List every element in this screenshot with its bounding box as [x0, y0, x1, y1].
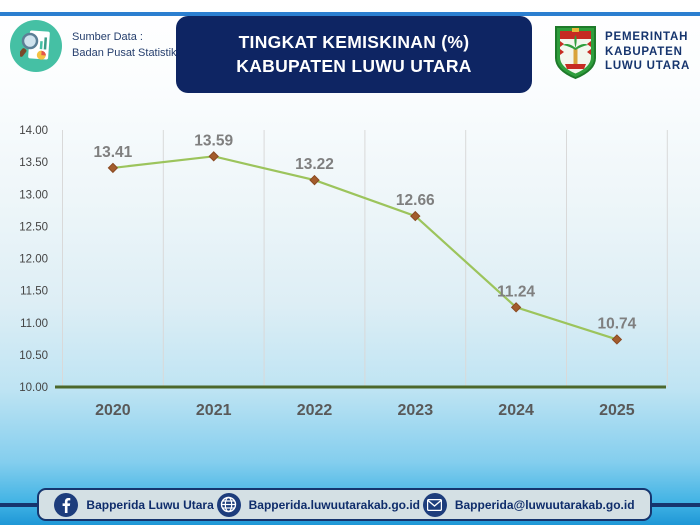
header-divider-line	[0, 12, 700, 16]
title-line-1: TINGKAT KEMISKINAN (%)	[238, 31, 470, 52]
facebook-handle: Bapperida Luwu Utara	[86, 497, 214, 512]
magnifier-report-icon	[10, 20, 62, 72]
footer-facebook[interactable]: Bapperida Luwu Utara	[54, 492, 214, 517]
footer-website[interactable]: Bapperida.luwuutarakab.go.id	[216, 492, 420, 517]
source-name: Badan Pusat Statistik	[72, 47, 177, 59]
data-point-label: 13.59	[194, 132, 233, 149]
y-axis-tick: 11.50	[20, 286, 48, 298]
gov-line-1: PEMERINTAH	[605, 30, 689, 43]
x-axis-tick: 2022	[297, 402, 333, 419]
email-address: Bapperida@luwuutarakab.go.id	[454, 497, 635, 512]
series-line	[112, 155, 618, 341]
globe-icon	[216, 492, 241, 517]
data-point-marker	[410, 210, 421, 222]
y-axis-tick: 12.50	[19, 221, 48, 233]
facebook-icon	[54, 492, 79, 517]
data-point-label: 10.74	[598, 315, 637, 332]
government-block: PEMERINTAH KABUPATEN LUWU UTARA	[553, 24, 690, 80]
y-axis-tick: 13.00	[19, 189, 48, 201]
data-point-marker	[510, 302, 522, 313]
data-point-marker	[107, 162, 119, 174]
x-axis-tick: 2023	[398, 402, 434, 419]
data-point-label: 11.24	[497, 283, 535, 300]
page-title: TINGKAT KEMISKINAN (%) KABUPATEN LUWU UT…	[176, 16, 532, 93]
y-axis-tick: 12.00	[19, 254, 48, 266]
data-source-block: Sumber Data : Badan Pusat Statistik	[10, 20, 177, 72]
footer-email[interactable]: Bapperida@luwuutarakab.go.id	[422, 492, 635, 517]
luwu-utara-crest-icon	[555, 26, 596, 80]
poverty-rate-line-chart: 10.00 10.50 11.00 11.50 12.00 12.50 13.00 13.50…	[19, 125, 668, 419]
data-point-marker	[309, 174, 320, 186]
envelope-icon	[422, 492, 447, 517]
title-line-2: KABUPATEN LUWU UTARA	[236, 55, 472, 76]
data-point-label: 13.41	[94, 144, 133, 161]
source-label: Sumber Data :	[72, 31, 143, 44]
x-axis-tick: 2020	[95, 402, 131, 419]
data-point-marker	[208, 151, 219, 162]
data-point-label: 12.66	[396, 192, 435, 209]
footer-left-rule	[0, 503, 40, 507]
x-axis-tick: 2025	[599, 402, 635, 419]
y-axis-tick: 13.50	[19, 157, 48, 169]
y-axis-tick: 10.00	[19, 382, 48, 394]
x-axis-tick: 2024	[498, 402, 534, 419]
gov-line-3: LUWU UTARA	[605, 60, 691, 73]
data-point-marker	[611, 334, 623, 345]
government-name: PEMERINTAH KABUPATEN LUWU UTARA	[605, 30, 690, 75]
footer-contact-bar: Bapperida Luwu Utara Bapperida.luwuutara…	[37, 488, 652, 521]
website-url: Bapperida.luwuutarakab.go.id	[248, 497, 420, 512]
footer-right-rule	[650, 503, 700, 507]
y-axis-tick: 14.00	[19, 125, 48, 137]
x-axis-tick: 2021	[196, 402, 232, 419]
source-text: Sumber Data : Badan Pusat Statistik	[72, 30, 177, 62]
y-axis-tick: 10.50	[19, 350, 48, 362]
y-axis-tick: 11.00	[20, 318, 48, 330]
data-point-label: 13.22	[295, 156, 334, 173]
gov-line-2: KABUPATEN	[605, 45, 683, 58]
